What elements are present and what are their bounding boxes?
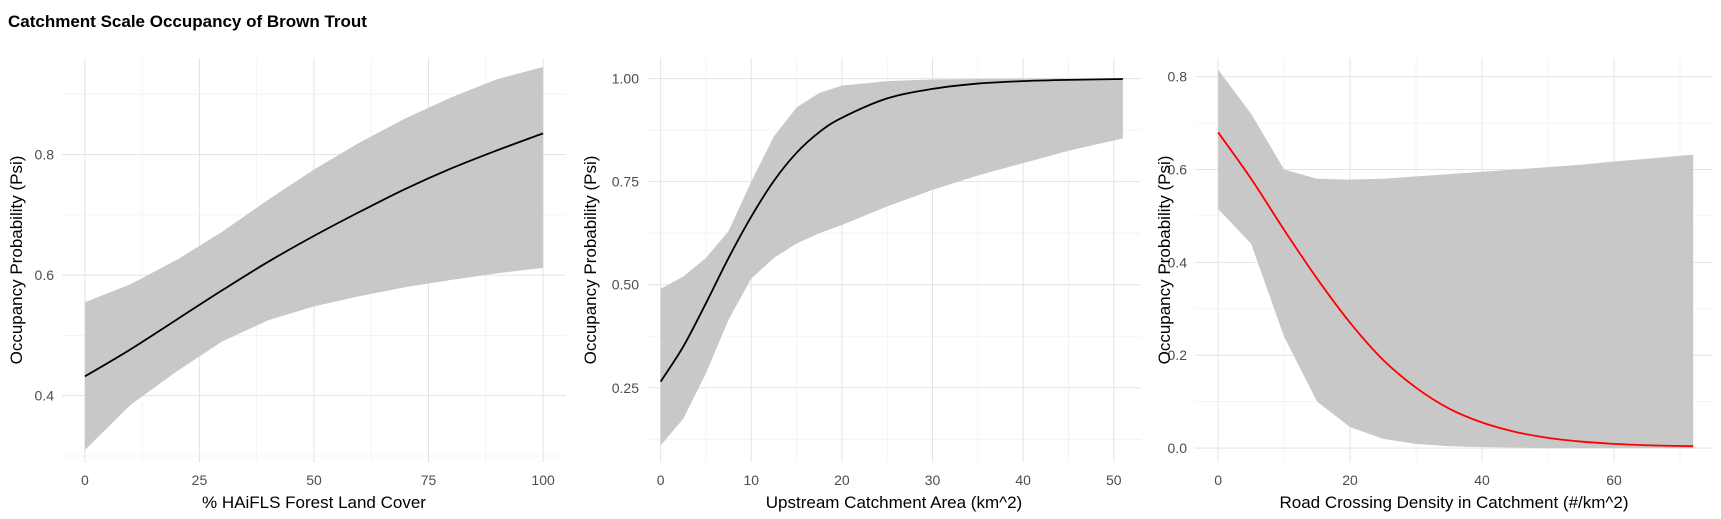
x-tick-label: 20 bbox=[1342, 472, 1358, 488]
confidence-band bbox=[660, 78, 1123, 446]
y-tick-label: 0.6 bbox=[35, 267, 55, 283]
fitted-line bbox=[659, 78, 1123, 383]
panel-catchment-area: 0 10 20 30 40 50 0.25 0.50 0.75 1.00 Upstream Catc… bbox=[581, 58, 1141, 512]
x-tick-label: 60 bbox=[1606, 472, 1622, 488]
panel-road-crossing: 0 20 40 60 0.0 0.2 0.4 0.6 0.8 Road Crossing Dens… bbox=[1155, 58, 1713, 512]
x-tick-label: 75 bbox=[421, 472, 437, 488]
x-tick-label: 30 bbox=[925, 472, 941, 488]
x-tick-label: 50 bbox=[306, 472, 322, 488]
x-tick-label: 10 bbox=[743, 472, 759, 488]
y-tick-label: 0.6 bbox=[1168, 161, 1188, 177]
x-tick-label: 40 bbox=[1474, 472, 1490, 488]
x-tick-label: 0 bbox=[657, 472, 665, 488]
y-tick-label: 0.8 bbox=[1168, 69, 1188, 85]
x-axis-label: Upstream Catchment Area (km^2) bbox=[766, 493, 1022, 512]
panel-forest-cover: 0 25 50 75 100 0.4 0.6 0.8 % HAiFLS Forest Land … bbox=[7, 58, 566, 512]
figure-title: Catchment Scale Occupancy of Brown Trout bbox=[8, 12, 367, 31]
y-tick-label: 0.75 bbox=[612, 174, 639, 190]
y-tick-label: 0.0 bbox=[1168, 440, 1188, 456]
x-tick-label: 0 bbox=[81, 472, 89, 488]
y-axis-label: Occupancy Probability (Psi) bbox=[1155, 156, 1174, 365]
confidence-band bbox=[84, 67, 544, 450]
x-tick-label: 100 bbox=[531, 472, 555, 488]
y-tick-label: 0.8 bbox=[35, 146, 55, 162]
y-tick-label: 0.50 bbox=[612, 277, 639, 293]
y-tick-label: 0.25 bbox=[612, 380, 639, 396]
x-tick-label: 25 bbox=[192, 472, 208, 488]
y-axis-label: Occupancy Probability (Psi) bbox=[7, 156, 26, 365]
y-tick-label: 1.00 bbox=[612, 71, 639, 87]
x-axis-label: Road Crossing Density in Catchment (#/km… bbox=[1279, 493, 1628, 512]
x-tick-label: 0 bbox=[1214, 472, 1222, 488]
y-axis-label: Occupancy Probability (Psi) bbox=[581, 156, 600, 365]
x-tick-label: 20 bbox=[834, 472, 850, 488]
x-tick-label: 40 bbox=[1015, 472, 1031, 488]
x-tick-label: 50 bbox=[1106, 472, 1122, 488]
y-tick-label: 0.4 bbox=[1168, 254, 1188, 270]
y-tick-label: 0.4 bbox=[35, 388, 55, 404]
x-axis-label: % HAiFLS Forest Land Cover bbox=[202, 493, 426, 512]
fitted-line bbox=[84, 132, 544, 378]
fitted-line bbox=[1217, 131, 1694, 448]
y-tick-label: 0.2 bbox=[1168, 347, 1188, 363]
confidence-band bbox=[1218, 69, 1694, 449]
